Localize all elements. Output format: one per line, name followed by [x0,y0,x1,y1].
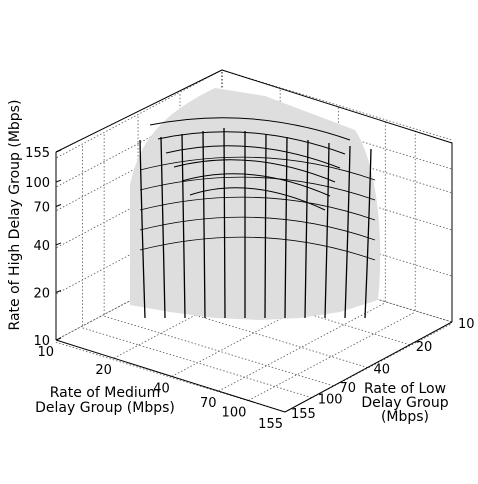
x-tick-10: 10 [37,345,54,360]
top-right-edge [221,69,453,144]
x-axis-label-line2: Delay Group (Mbps) [35,400,175,416]
mesh-cross-low-0 [139,156,376,181]
floor-grid-y-5 [54,341,286,413]
mesh-line-0 [139,139,146,319]
surface [130,88,381,320]
mesh-cross-low-2 [139,196,376,221]
mesh-line-3 [202,130,206,319]
mesh-cross-0 [149,117,351,141]
wall-grid-right-5 [221,69,453,141]
y-tick-40: 40 [374,363,391,378]
floor-grid-y-3 [103,315,334,387]
x-tick-100: 100 [222,405,247,420]
x-tick-155: 155 [258,417,283,432]
y-tick-70: 70 [339,381,356,396]
z-tick-100: 100 [25,176,50,191]
tick-labels: 1020407010015510204070100155102040701001… [25,146,474,432]
x-axis-line [55,339,286,413]
mesh-cross-3 [173,159,336,183]
top-left-edge [55,69,223,153]
y-axis-label-line3: (Mbps) [381,409,429,425]
mesh-line-2 [181,133,186,319]
mesh-cross-2 [165,145,341,169]
y-axis-label-line2: Delay Group [361,395,448,411]
x-axis-label-line1: Rate of Medium [50,385,160,401]
z-axis-label: Rate of High Delay Group (Mbps) [7,100,23,331]
z-tick-70: 70 [33,201,50,216]
y-axis-label-line1: Rate of Low [364,381,446,397]
mesh-line-7 [284,136,288,319]
y-tick-10: 10 [458,317,475,332]
mesh-cross-low-1 [139,176,376,201]
mesh-line-10 [344,145,351,319]
mesh-line-11 [364,148,372,319]
y-tick-155: 155 [291,407,316,422]
y-axis-line [284,321,453,413]
mesh-cross-low-4 [139,236,376,261]
mesh-line-6 [264,133,267,319]
x-tick-70: 70 [200,396,217,411]
z-tick-10: 10 [33,334,50,349]
x-tick-40: 40 [153,381,170,396]
surface-fill [130,88,381,320]
mesh-line-1 [160,136,166,319]
mesh-line-9 [324,142,330,319]
z-tick-40: 40 [33,239,50,254]
mesh-cross-4 [181,173,331,197]
z-tick-155: 155 [25,146,50,161]
mesh-cross-low-3 [139,216,376,241]
y-tick-100: 100 [318,393,343,408]
floor-grid-y-4 [81,327,312,398]
axis-box [55,69,453,413]
mesh-cross-1 [157,131,346,155]
z-tick-20: 20 [33,286,50,301]
x-tick-20: 20 [95,363,112,378]
y-tick-20: 20 [416,340,433,355]
